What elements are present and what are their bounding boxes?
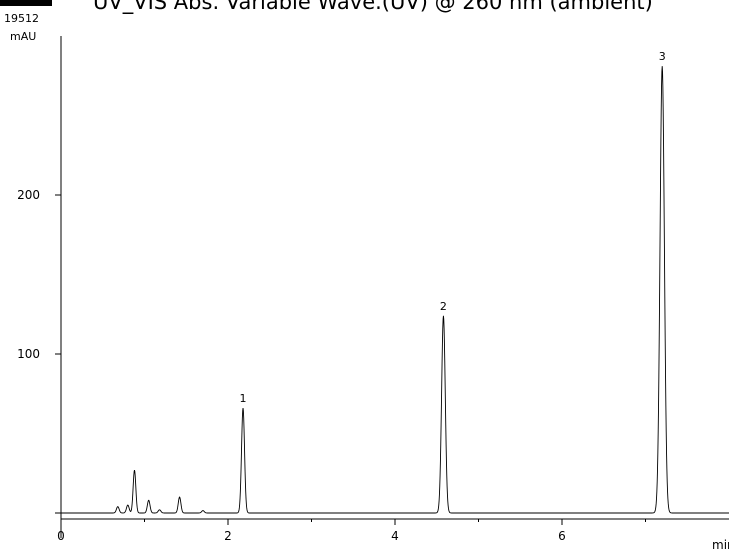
x-tick-label: 0	[57, 529, 65, 543]
peak-labels: 1 2 3	[240, 50, 666, 405]
peak-label: 2	[440, 300, 447, 313]
axes	[60, 36, 729, 538]
y-axis-label: mAU	[10, 30, 36, 43]
chromatogram-trace	[61, 66, 729, 514]
header-marker	[0, 0, 52, 6]
peak-label: 3	[659, 50, 666, 63]
chart-title: UV_VIS Abs. Variable Wave.(UV) @ 260 nm …	[93, 0, 653, 15]
x-tick-label: 2	[224, 529, 232, 543]
x-tick-label: 6	[558, 529, 566, 543]
x-axis-label: min	[712, 538, 729, 550]
chart-header: UV_VIS Abs. Variable Wave.(UV) @ 260 nm …	[0, 0, 653, 25]
peak-label: 1	[240, 392, 247, 405]
y-tick-label: 200	[17, 188, 40, 202]
x-tick-label: 4	[391, 529, 399, 543]
axis-ticks: 0 2 4 6 100 200	[17, 188, 646, 543]
y-tick-label: 100	[17, 347, 40, 361]
run-id: 19512	[4, 12, 39, 25]
